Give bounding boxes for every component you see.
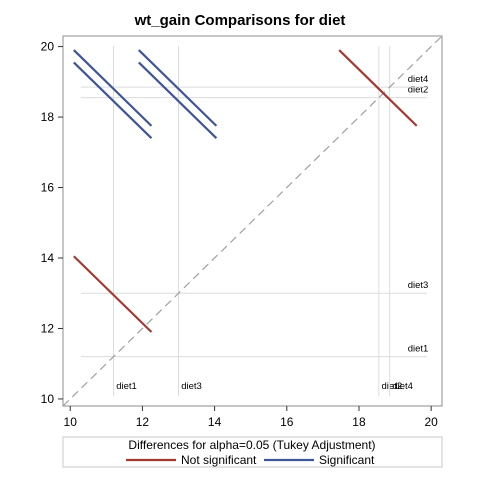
- y-tick-label-12: 12: [41, 321, 55, 335]
- legend: Differences for alpha=0.05 (Tukey Adjust…: [62, 436, 443, 468]
- x-tick-label-20: 20: [424, 415, 438, 429]
- y-tick-label-20: 20: [41, 40, 55, 54]
- legend-frame: [62, 436, 443, 468]
- segment-significant-3: [138, 61, 218, 139]
- y-tick-label-10: 10: [41, 392, 55, 406]
- reference-label-x-diet2: diet2: [382, 381, 403, 392]
- segment-significant-2: [73, 49, 153, 127]
- reference-label-x-diet1: diet1: [116, 381, 137, 392]
- x-tick-label-12: 12: [136, 415, 150, 429]
- reference-label-y-diet3: diet3: [408, 280, 429, 291]
- y-tick-label-16: 16: [41, 181, 55, 195]
- y-tick-label-14: 14: [41, 251, 55, 265]
- chart-title: wt_gain Comparisons for diet: [134, 12, 346, 29]
- reference-label-x-diet3: diet3: [181, 381, 202, 392]
- plot-area: diet1diet1diet3diet3diet2diet2diet4diet4…: [41, 35, 443, 429]
- reference-label-y-diet1: diet1: [408, 344, 429, 355]
- legend-label-significant: Significant: [319, 453, 375, 467]
- reference-label-y-diet2: diet2: [408, 85, 429, 96]
- x-tick-label-14: 14: [208, 415, 222, 429]
- segment-significant-1: [73, 61, 153, 139]
- diagonal-reference-line: [62, 35, 443, 407]
- plot-frame: [62, 35, 443, 407]
- reference-label-x-diet4: diet4: [392, 381, 413, 392]
- segment-not-significant-1: [73, 255, 153, 333]
- segment-significant-4: [138, 49, 218, 127]
- y-tick-label-18: 18: [41, 110, 55, 124]
- legend-items: Not significant Significant: [126, 453, 375, 467]
- segment-not-significant-2: [338, 49, 418, 127]
- legend-label-not-significant: Not significant: [181, 453, 257, 467]
- legend-title: Differences for alpha=0.05 (Tukey Adjust…: [128, 438, 375, 452]
- x-tick-label-16: 16: [280, 415, 294, 429]
- reference-label-y-diet4: diet4: [408, 74, 429, 85]
- x-tick-label-10: 10: [64, 415, 78, 429]
- x-tick-label-18: 18: [352, 415, 366, 429]
